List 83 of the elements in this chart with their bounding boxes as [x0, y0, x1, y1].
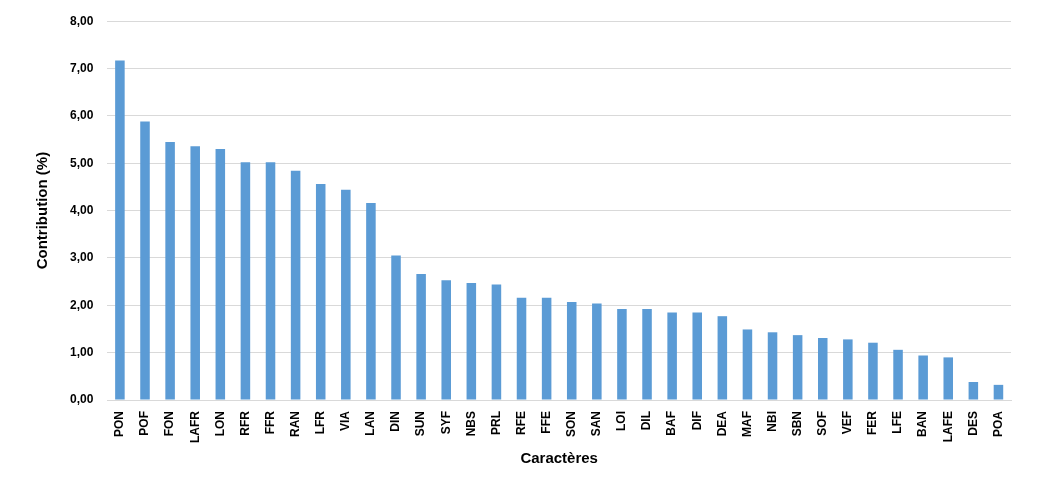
y-tick-label: 2,00: [70, 297, 94, 312]
x-tick-label: LOI: [614, 411, 629, 432]
x-tick-label: LAN: [363, 411, 378, 436]
x-tick-label: SAN: [589, 411, 604, 437]
x-tick-label: RAN: [287, 411, 302, 438]
x-tick-label: VIA: [338, 410, 353, 432]
bar: [341, 189, 351, 400]
y-tick-label: 5,00: [70, 155, 94, 170]
bar: [165, 141, 175, 400]
y-tick-label: 0,00: [70, 392, 94, 407]
y-tick-label: 3,00: [70, 250, 94, 265]
x-axis-title: Caractères: [520, 449, 598, 467]
bar: [717, 316, 728, 400]
bar: [817, 337, 828, 400]
x-tick-label: LFE: [890, 411, 905, 434]
x-tick-label: FFE: [538, 411, 553, 434]
x-tick-label: LAFE: [940, 411, 955, 443]
bar: [516, 297, 527, 400]
x-tick-label: SUN: [413, 411, 428, 437]
bar: [541, 297, 552, 400]
x-tick-label: NBI: [764, 411, 779, 432]
x-tick-label: NBS: [463, 411, 478, 437]
bar: [140, 121, 150, 400]
x-tick-label: MAF: [739, 411, 754, 438]
x-tick-label: SBN: [789, 411, 804, 437]
bar: [918, 355, 928, 400]
x-tick-label: RFE: [513, 411, 528, 436]
bar: [290, 170, 301, 400]
bar: [742, 329, 753, 400]
bar: [617, 309, 627, 400]
x-tick-label: POF: [137, 411, 152, 436]
bar: [592, 303, 602, 400]
bar: [190, 146, 200, 400]
bar: [692, 312, 702, 400]
bar: [968, 382, 979, 400]
bar: [767, 332, 778, 400]
x-tick-label: PON: [112, 411, 127, 438]
bar: [843, 339, 853, 400]
x-tick-label: SON: [564, 411, 579, 438]
bar: [667, 312, 677, 400]
bar: [391, 255, 401, 400]
x-tick-label: LON: [212, 411, 227, 437]
bar: [993, 384, 1004, 400]
x-tick-label: VEF: [840, 411, 855, 435]
x-tick-label: BAF: [664, 411, 679, 436]
x-tick-label: DIL: [639, 411, 654, 431]
bar: [491, 284, 502, 400]
x-tick-label: FER: [865, 410, 880, 436]
x-tick-label: FFR: [262, 410, 277, 435]
x-tick-label: PRL: [488, 411, 503, 436]
x-tick-label: SOF: [815, 411, 830, 436]
bar: [566, 301, 577, 400]
x-tick-label: DIF: [689, 411, 704, 431]
x-tick-label: DEA: [714, 410, 729, 437]
x-tick-label: LAFR: [187, 410, 202, 444]
x-tick-label: DES: [965, 411, 980, 436]
bar: [265, 162, 276, 400]
x-tick-label: LFR: [313, 410, 328, 435]
y-tick-label: 6,00: [70, 108, 94, 123]
bar: [868, 342, 878, 400]
y-tick-label: 1,00: [70, 344, 94, 359]
bar: [115, 60, 125, 400]
bar: [215, 149, 226, 400]
x-tick-label: DIN: [388, 411, 403, 432]
bar: [240, 162, 251, 400]
x-tick-label: RFR: [237, 410, 252, 436]
bar: [441, 280, 451, 400]
x-tick-label: POA: [990, 410, 1005, 438]
bar: [366, 203, 376, 400]
bar: [893, 349, 903, 400]
bar: [416, 274, 426, 400]
bar: [792, 335, 803, 400]
y-tick-label: 7,00: [70, 60, 94, 75]
bar: [466, 283, 477, 400]
y-tick-label: 8,00: [70, 13, 94, 28]
x-tick-label: BAN: [915, 411, 930, 438]
x-tick-label: FON: [162, 411, 177, 437]
x-tick-label: SYF: [438, 411, 453, 435]
bar: [315, 184, 326, 400]
bar: [642, 309, 652, 400]
y-axis-title: Contribution (%): [33, 151, 51, 270]
y-tick-label: 4,00: [70, 202, 94, 217]
bar: [943, 357, 954, 400]
